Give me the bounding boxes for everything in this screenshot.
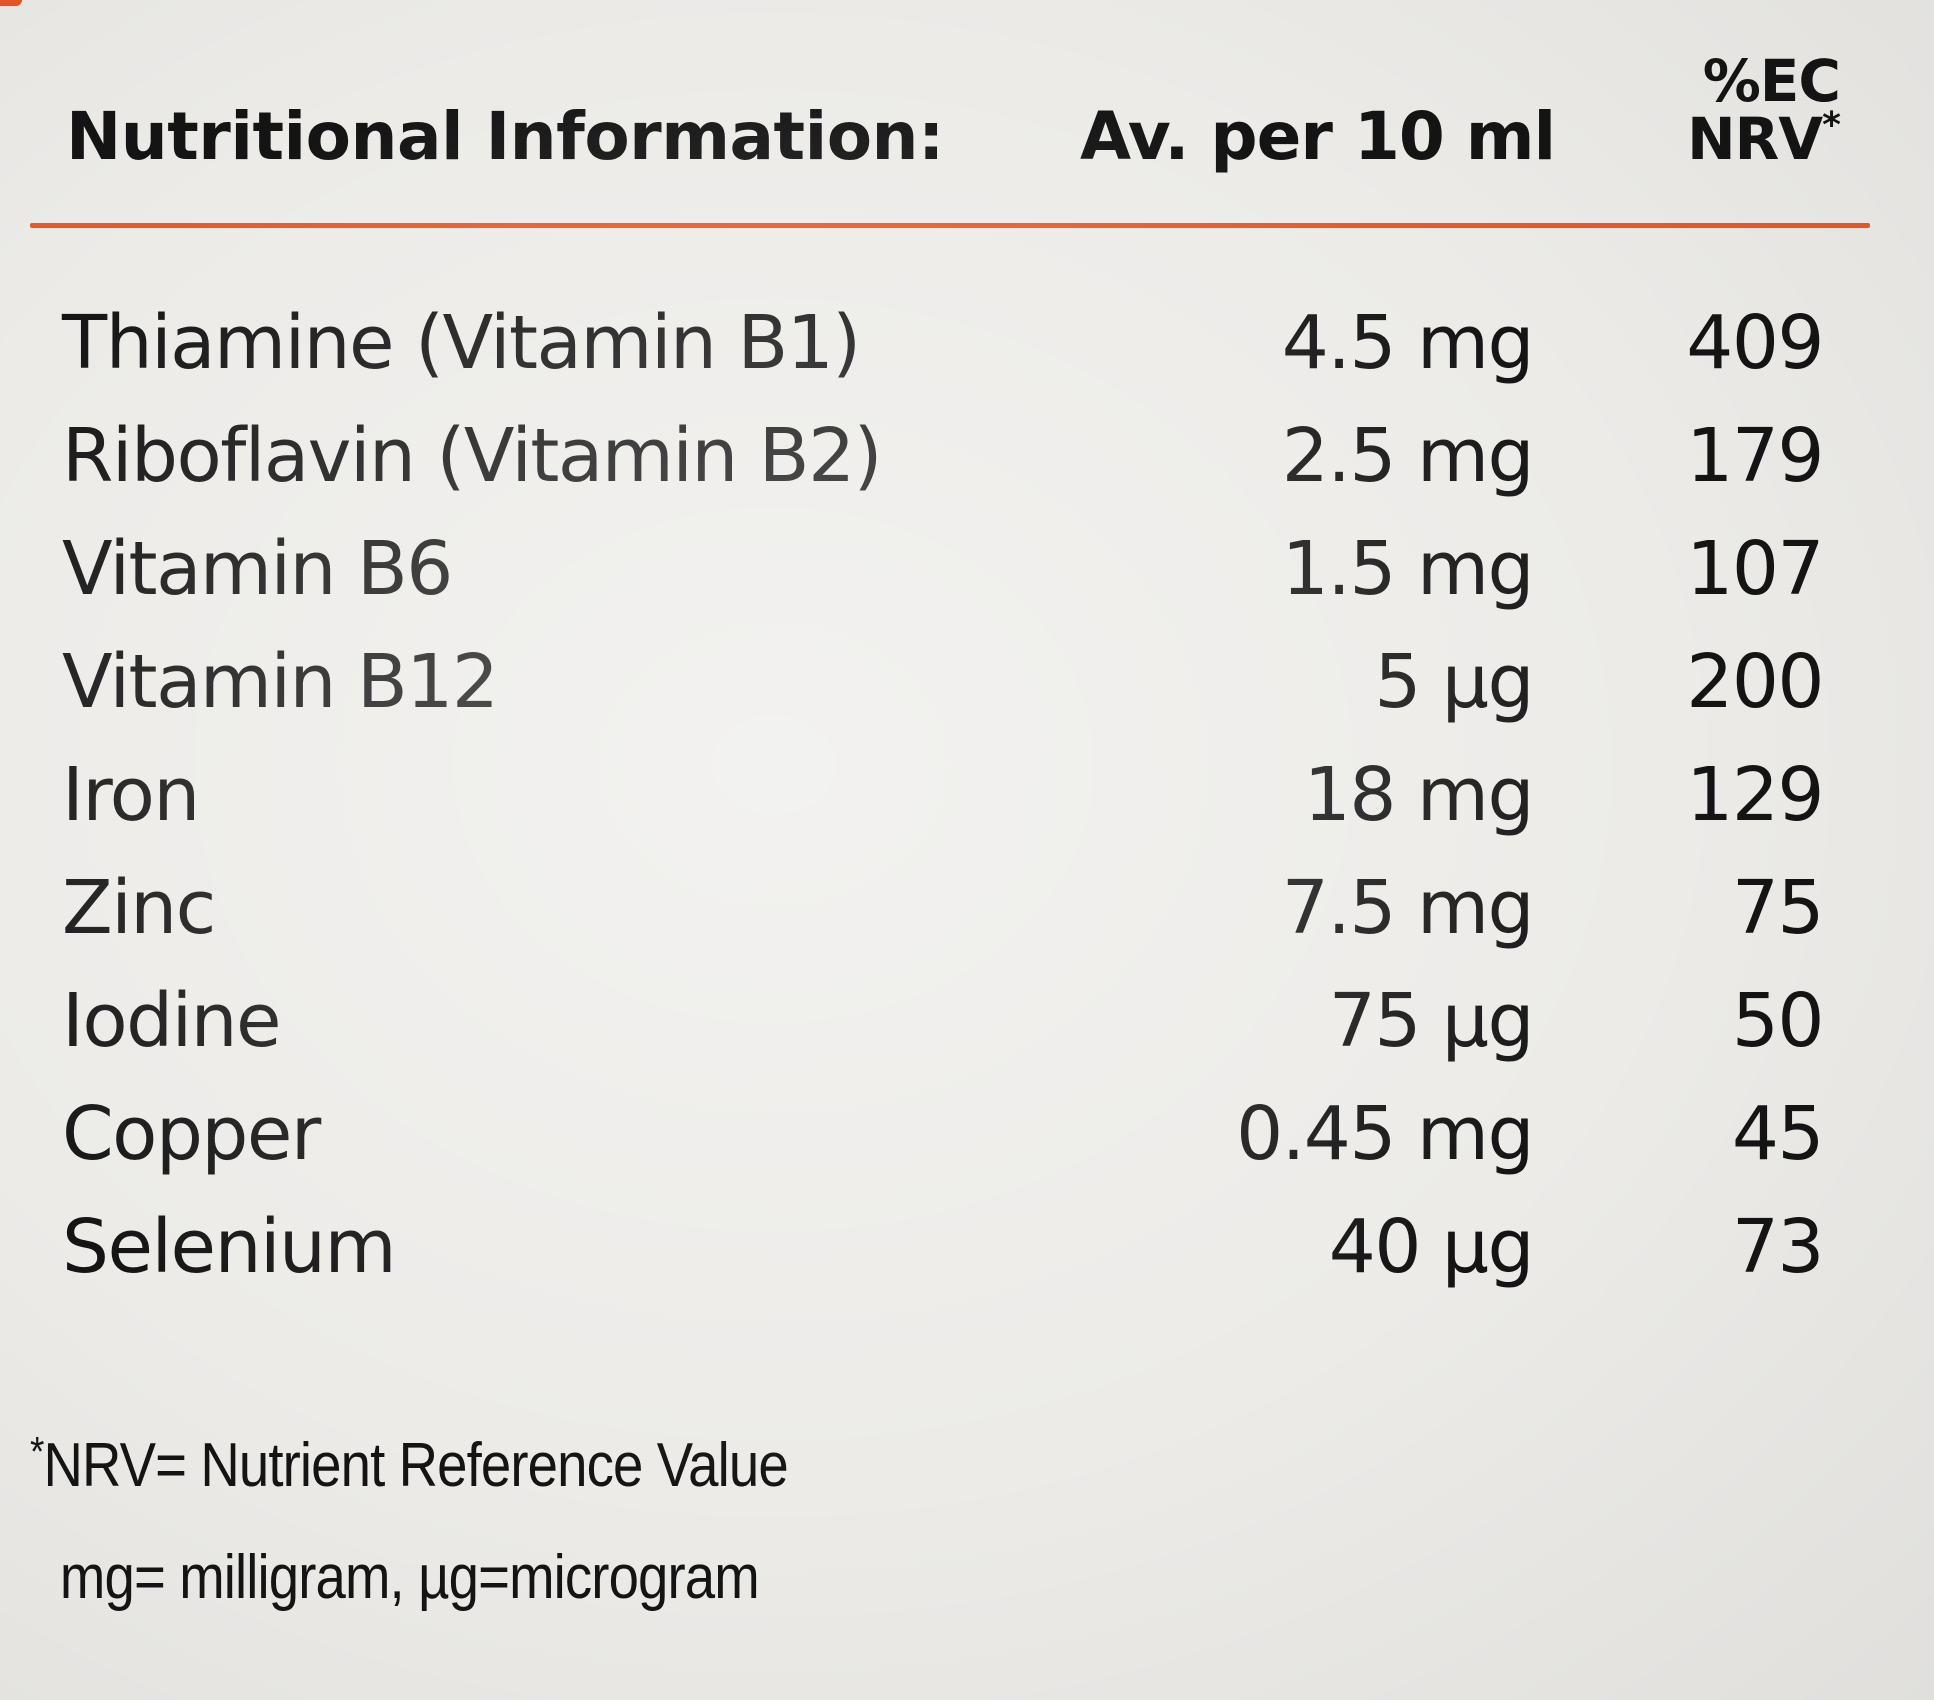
table-row: Vitamin B12 5 µg 200 [0, 629, 1934, 742]
nutrient-name: Vitamin B6 [62, 526, 453, 612]
nutrient-amount: 1.5 mg [1281, 526, 1535, 612]
footnotes: *NRV= Nutrient Reference Value mg= milli… [30, 1410, 789, 1634]
footnote-units-definition: mg= milligram, µg=microgram [59, 1543, 760, 1612]
nutrient-name: Selenium [62, 1204, 397, 1290]
nutrient-name: Copper [62, 1091, 321, 1177]
footnote-nrv-definition: *NRV= Nutrient Reference Value [30, 1410, 789, 1522]
nutrient-amount: 7.5 mg [1281, 865, 1535, 951]
nutrient-amount: 4.5 mg [1281, 300, 1535, 386]
table-row: Riboflavin (Vitamin B2) 2.5 mg 179 [0, 403, 1934, 516]
nutrient-amount: 2.5 mg [1281, 413, 1535, 499]
nutrient-amount: 40 µg [1328, 1204, 1535, 1290]
footnote-asterisk: * [30, 1428, 44, 1475]
table-row: Selenium 40 µg 73 [0, 1194, 1934, 1307]
nutrient-amount: 0.45 mg [1236, 1091, 1534, 1177]
nutrient-amount: 75 µg [1328, 978, 1535, 1064]
nutrient-name: Iron [62, 752, 200, 838]
footnote-line-1: NRV= Nutrient Reference Value [43, 1431, 789, 1500]
nrv-asterisk: * [1822, 105, 1841, 146]
nutrient-nrv: 129 [1686, 752, 1824, 838]
table-row: Vitamin B6 1.5 mg 107 [0, 516, 1934, 629]
header-nrv-top: %EC [1702, 47, 1841, 115]
table-header: Nutritional Information: Av. per 10 ml %… [0, 0, 1934, 200]
nutrient-name: Zinc [62, 865, 216, 951]
nutrient-name: Riboflavin (Vitamin B2) [62, 413, 883, 499]
nutrient-amount: 18 mg [1303, 752, 1535, 838]
nutrient-nrv: 50 [1731, 978, 1825, 1064]
table-row: Thiamine (Vitamin B1) 4.5 mg 409 [0, 290, 1934, 403]
header-amount-label: Av. per 10 ml [1080, 98, 1556, 175]
nutrient-nrv: 73 [1731, 1204, 1825, 1290]
table-row: Iron 18 mg 129 [0, 742, 1934, 855]
nutrient-nrv: 179 [1686, 413, 1824, 499]
nutrient-nrv: 107 [1686, 526, 1824, 612]
nutrient-amount: 5 µg [1374, 639, 1534, 725]
nutrient-name: Vitamin B12 [62, 639, 499, 725]
header-nrv-bottom-line: NRV* [1640, 108, 1841, 169]
header-title: Nutritional Information: [66, 98, 944, 175]
nutrient-name: Iodine [62, 978, 282, 1064]
table-row: Iodine 75 µg 50 [0, 968, 1934, 1081]
header-nrv-bottom: NRV [1687, 105, 1823, 173]
nutrient-nrv: 409 [1686, 300, 1824, 386]
header-nrv-label: %EC NRV* [1640, 47, 1841, 169]
nutrient-nrv: 200 [1686, 639, 1824, 725]
nutrient-name: Thiamine (Vitamin B1) [62, 300, 861, 386]
table-row: Zinc 7.5 mg 75 [0, 855, 1934, 968]
table-row: Copper 0.45 mg 45 [0, 1081, 1934, 1194]
nutrient-table: Thiamine (Vitamin B1) 4.5 mg 409 Ribofla… [0, 290, 1934, 1307]
header-divider [30, 223, 1870, 228]
orange-corner-accent [0, 0, 22, 6]
nutrient-nrv: 45 [1731, 1091, 1825, 1177]
nutrient-nrv: 75 [1731, 865, 1825, 951]
